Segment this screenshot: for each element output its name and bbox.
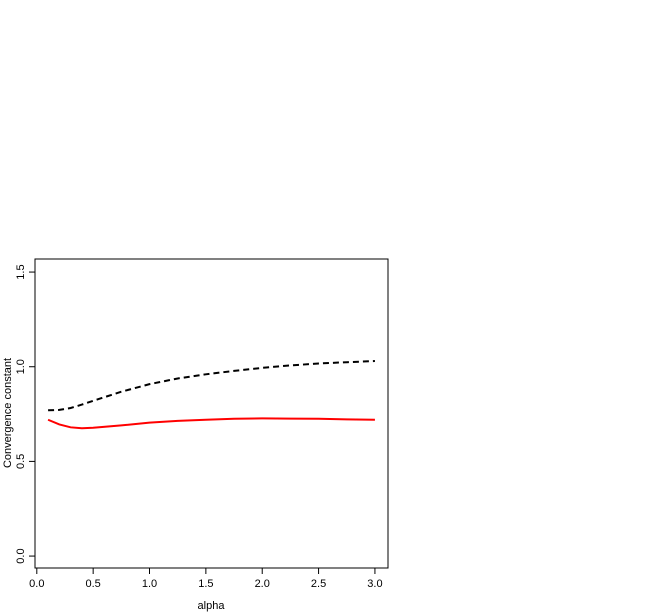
- x-tick-label: 3.0: [367, 578, 382, 590]
- y-tick-label: 0.0: [15, 548, 27, 563]
- y-tick-label: 0.5: [15, 454, 27, 469]
- y-tick-label: 1.5: [15, 264, 27, 279]
- x-axis-label: alpha: [198, 600, 226, 612]
- x-tick-label: 1.5: [198, 578, 213, 590]
- x-tick-label: 0.5: [86, 578, 101, 590]
- x-tick-label: 2.5: [311, 578, 326, 590]
- x-tick-label: 2.0: [255, 578, 270, 590]
- x-tick-label: 0.0: [29, 578, 44, 590]
- plot-box: [34, 258, 389, 569]
- y-axis-label: Convergence constant: [2, 358, 14, 468]
- data-line: [47, 417, 375, 430]
- y-tick-label: 1.0: [15, 359, 27, 374]
- x-tick-label: 1.0: [142, 578, 157, 590]
- data-line: [48, 360, 375, 412]
